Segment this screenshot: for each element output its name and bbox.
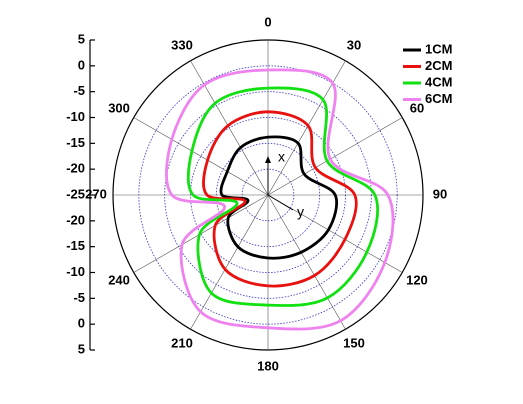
r-tick-label: 5 (78, 31, 85, 46)
curves (165, 68, 395, 331)
x-arrowhead (265, 156, 271, 163)
spoke (133, 117, 269, 196)
grid (112, 39, 424, 351)
angle-label: 270 (85, 186, 107, 201)
series-curve (165, 68, 395, 331)
legend-label: 2CM (425, 58, 452, 73)
angle-label: 210 (171, 335, 193, 350)
series-curve (186, 86, 379, 307)
series-curve (219, 135, 339, 260)
series-curve (202, 110, 358, 288)
r-tick-label: -15 (66, 238, 85, 253)
r-tick-label: 0 (78, 316, 85, 331)
angle-label: 120 (406, 272, 428, 287)
angle-label: 240 (108, 272, 130, 287)
legend-label: 4CM (425, 74, 452, 89)
angle-label: 180 (257, 358, 279, 373)
r-tick-label: -5 (73, 290, 85, 305)
r-tick-label: -20 (66, 212, 85, 227)
r-tick-label: 0 (78, 57, 85, 72)
spoke (267, 194, 346, 330)
angle-label: 60 (410, 100, 424, 115)
angle-label: 150 (343, 335, 365, 350)
r-tick-label: -15 (66, 135, 85, 150)
spoke (190, 60, 269, 196)
r-tick-label: -10 (66, 109, 85, 124)
r-tick-label: -20 (66, 161, 85, 176)
r-tick-label: -5 (73, 83, 85, 98)
angle-label: 300 (108, 100, 130, 115)
x-label: x (278, 149, 285, 165)
angle-label: 30 (347, 37, 361, 52)
angle-label: 90 (433, 186, 447, 201)
angle-label: 330 (171, 37, 193, 52)
spoke (267, 117, 403, 196)
r-tick-label: -25 (66, 186, 85, 201)
r-tick-label: -10 (66, 264, 85, 279)
legend-label: 1CM (425, 41, 452, 56)
spoke (190, 194, 269, 330)
angle-label: 0 (264, 14, 271, 29)
r-tick-label: 5 (78, 341, 85, 356)
legend-label: 6CM (425, 91, 452, 106)
y-arrow (267, 194, 294, 211)
y-label: y (297, 204, 304, 220)
